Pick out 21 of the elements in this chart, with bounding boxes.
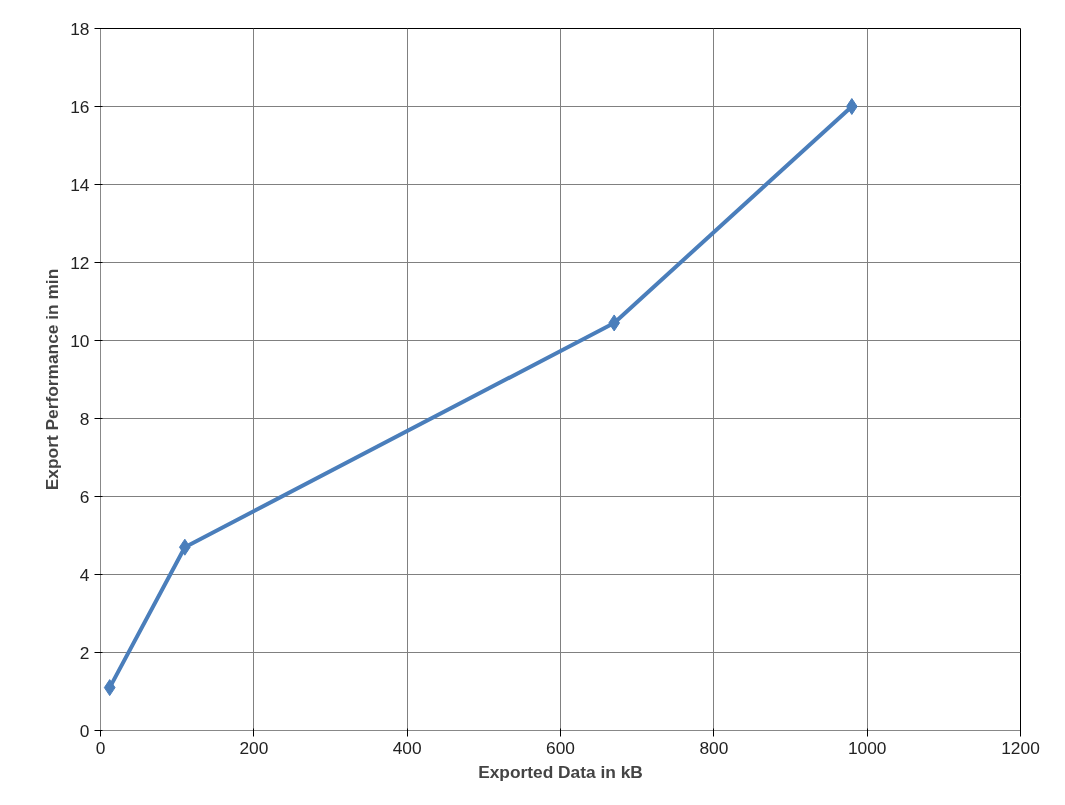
y-tick-label: 10: [70, 330, 90, 351]
y-tick-label: 6: [79, 486, 90, 507]
y-tick-label: 16: [70, 96, 90, 117]
y-tick-label: 4: [79, 564, 90, 585]
y-tick-label: 2: [79, 642, 90, 663]
y-tick-label: 14: [70, 174, 90, 195]
x-tick-label: 600: [546, 737, 575, 758]
point: [846, 98, 858, 115]
x-tick-label: 800: [699, 737, 729, 758]
y-tick-label: 18: [70, 18, 90, 39]
x-axis-title: Exported Data in kB: [478, 761, 643, 782]
x-tick-label: 1200: [1001, 737, 1040, 758]
y-tick-label: 8: [79, 408, 90, 429]
x-tick-label: 0: [95, 737, 106, 758]
x-tick-label: 400: [392, 737, 422, 758]
point: [103, 679, 116, 697]
y-tick-label: 0: [79, 720, 90, 741]
x-tick-label: 200: [239, 737, 269, 758]
y-tick-label: 12: [70, 252, 90, 273]
x-tick-label: 1000: [847, 737, 887, 758]
y-axis-title: Export Performance in min: [42, 268, 63, 491]
